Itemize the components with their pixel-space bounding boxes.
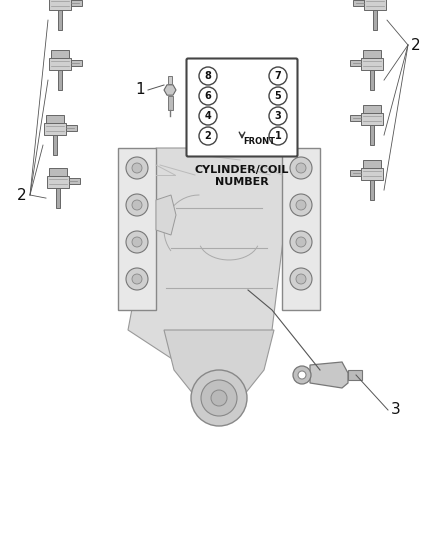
- Text: NUMBER: NUMBER: [215, 177, 269, 187]
- Polygon shape: [361, 58, 383, 70]
- Polygon shape: [361, 112, 383, 125]
- Polygon shape: [58, 10, 62, 30]
- Polygon shape: [363, 106, 381, 112]
- Bar: [167, 96, 173, 110]
- Circle shape: [269, 107, 287, 125]
- Circle shape: [296, 274, 306, 284]
- Polygon shape: [58, 70, 62, 90]
- Circle shape: [132, 200, 142, 210]
- Text: 5: 5: [275, 91, 281, 101]
- Polygon shape: [164, 85, 176, 95]
- Polygon shape: [363, 51, 381, 58]
- Circle shape: [293, 366, 311, 384]
- Polygon shape: [350, 60, 361, 67]
- Bar: [348, 370, 362, 380]
- Circle shape: [290, 231, 312, 253]
- Polygon shape: [350, 115, 361, 122]
- Text: CYLINDER/COIL: CYLINDER/COIL: [195, 165, 289, 175]
- Polygon shape: [46, 116, 64, 123]
- Circle shape: [298, 371, 306, 379]
- Circle shape: [132, 237, 142, 247]
- Polygon shape: [49, 58, 71, 70]
- Polygon shape: [350, 170, 361, 176]
- Circle shape: [290, 157, 312, 179]
- Polygon shape: [53, 135, 57, 155]
- Text: 2: 2: [17, 188, 27, 203]
- Bar: [168, 76, 172, 84]
- Text: 1: 1: [135, 83, 145, 98]
- Polygon shape: [118, 148, 156, 310]
- Circle shape: [126, 231, 148, 253]
- Circle shape: [211, 390, 227, 406]
- Polygon shape: [49, 168, 67, 175]
- Polygon shape: [71, 0, 81, 6]
- Circle shape: [296, 200, 306, 210]
- Text: 8: 8: [205, 71, 212, 81]
- Circle shape: [269, 127, 287, 145]
- Polygon shape: [370, 180, 374, 200]
- Circle shape: [296, 237, 306, 247]
- Text: 6: 6: [205, 91, 212, 101]
- Polygon shape: [164, 330, 274, 395]
- Polygon shape: [156, 195, 176, 235]
- Text: 3: 3: [391, 402, 401, 417]
- Polygon shape: [44, 123, 66, 135]
- Polygon shape: [66, 125, 77, 132]
- Circle shape: [201, 380, 237, 416]
- Polygon shape: [370, 70, 374, 90]
- Polygon shape: [373, 10, 377, 30]
- Circle shape: [126, 268, 148, 290]
- Text: 7: 7: [275, 71, 281, 81]
- Polygon shape: [47, 175, 69, 188]
- Circle shape: [132, 163, 142, 173]
- Circle shape: [296, 163, 306, 173]
- Circle shape: [199, 127, 217, 145]
- Circle shape: [269, 87, 287, 105]
- Text: 1: 1: [275, 131, 281, 141]
- Circle shape: [132, 274, 142, 284]
- Circle shape: [199, 87, 217, 105]
- Text: 2: 2: [205, 131, 212, 141]
- Polygon shape: [56, 188, 60, 208]
- Circle shape: [290, 194, 312, 216]
- Circle shape: [126, 157, 148, 179]
- Polygon shape: [51, 51, 69, 58]
- Polygon shape: [370, 125, 374, 145]
- Polygon shape: [310, 362, 348, 388]
- Circle shape: [199, 67, 217, 85]
- Text: 4: 4: [205, 111, 212, 121]
- Circle shape: [199, 107, 217, 125]
- Text: FRONT: FRONT: [243, 136, 275, 146]
- Polygon shape: [361, 167, 383, 180]
- Circle shape: [191, 370, 247, 426]
- Circle shape: [126, 194, 148, 216]
- Circle shape: [290, 268, 312, 290]
- Polygon shape: [69, 178, 80, 184]
- Circle shape: [269, 67, 287, 85]
- Polygon shape: [128, 148, 287, 370]
- Polygon shape: [353, 0, 364, 6]
- Text: 3: 3: [275, 111, 281, 121]
- Polygon shape: [282, 148, 320, 310]
- Polygon shape: [363, 160, 381, 167]
- Polygon shape: [49, 0, 71, 10]
- Text: 2: 2: [411, 37, 421, 52]
- FancyBboxPatch shape: [187, 59, 297, 157]
- Polygon shape: [71, 60, 81, 67]
- Polygon shape: [364, 0, 386, 10]
